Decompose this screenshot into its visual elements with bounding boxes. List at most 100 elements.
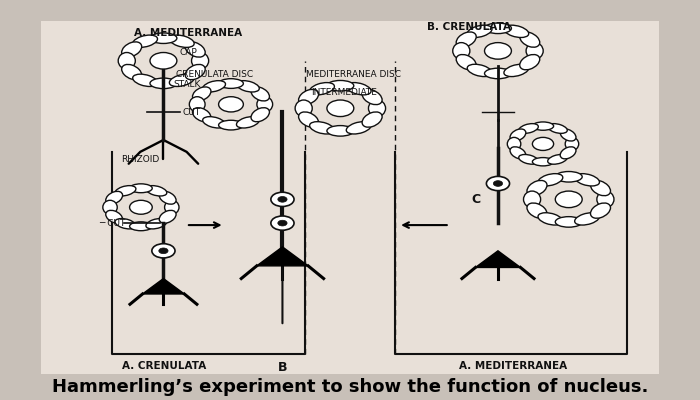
Ellipse shape bbox=[309, 122, 335, 134]
Circle shape bbox=[271, 216, 294, 230]
Text: CAP: CAP bbox=[179, 48, 197, 57]
Ellipse shape bbox=[146, 186, 167, 196]
Ellipse shape bbox=[565, 137, 579, 150]
Ellipse shape bbox=[106, 210, 122, 223]
Text: B: B bbox=[278, 361, 287, 374]
Circle shape bbox=[327, 100, 354, 116]
Text: A. MEDITERRANEA: A. MEDITERRANEA bbox=[134, 28, 243, 38]
Ellipse shape bbox=[519, 124, 538, 133]
Polygon shape bbox=[143, 278, 184, 294]
Ellipse shape bbox=[453, 43, 470, 59]
Ellipse shape bbox=[218, 79, 244, 88]
Ellipse shape bbox=[504, 25, 528, 38]
Ellipse shape bbox=[150, 33, 177, 44]
Ellipse shape bbox=[533, 122, 554, 130]
Ellipse shape bbox=[467, 64, 492, 76]
Ellipse shape bbox=[368, 100, 386, 116]
Ellipse shape bbox=[203, 81, 225, 92]
Circle shape bbox=[533, 137, 554, 150]
Ellipse shape bbox=[362, 112, 382, 127]
Polygon shape bbox=[475, 251, 521, 268]
Ellipse shape bbox=[519, 154, 538, 164]
Ellipse shape bbox=[299, 89, 318, 105]
Ellipse shape bbox=[164, 200, 179, 214]
Ellipse shape bbox=[362, 89, 382, 105]
Text: RHIZOID: RHIZOID bbox=[122, 155, 160, 164]
Ellipse shape bbox=[510, 147, 526, 159]
Ellipse shape bbox=[237, 81, 259, 92]
Circle shape bbox=[130, 200, 152, 214]
Ellipse shape bbox=[299, 112, 318, 127]
Ellipse shape bbox=[538, 213, 563, 225]
Ellipse shape bbox=[547, 124, 567, 133]
Ellipse shape bbox=[237, 117, 259, 128]
Ellipse shape bbox=[115, 186, 136, 196]
Ellipse shape bbox=[295, 100, 312, 116]
Polygon shape bbox=[257, 247, 308, 266]
Ellipse shape bbox=[106, 191, 122, 204]
Ellipse shape bbox=[519, 32, 540, 47]
Ellipse shape bbox=[508, 137, 521, 150]
Ellipse shape bbox=[327, 80, 354, 91]
Ellipse shape bbox=[538, 174, 563, 186]
Ellipse shape bbox=[560, 129, 576, 141]
Ellipse shape bbox=[169, 74, 194, 86]
Circle shape bbox=[278, 220, 287, 226]
Text: CUT: CUT bbox=[183, 108, 201, 117]
Ellipse shape bbox=[484, 68, 512, 79]
Ellipse shape bbox=[193, 87, 211, 101]
Ellipse shape bbox=[526, 43, 543, 59]
Ellipse shape bbox=[575, 213, 599, 225]
Ellipse shape bbox=[122, 64, 141, 80]
Circle shape bbox=[159, 248, 168, 254]
Ellipse shape bbox=[133, 74, 158, 86]
Ellipse shape bbox=[591, 203, 610, 218]
Ellipse shape bbox=[251, 108, 270, 122]
Ellipse shape bbox=[218, 120, 244, 130]
Ellipse shape bbox=[533, 158, 554, 166]
Ellipse shape bbox=[555, 217, 582, 227]
Text: INTERMEDIATE: INTERMEDIATE bbox=[312, 88, 377, 97]
Ellipse shape bbox=[133, 35, 158, 47]
Ellipse shape bbox=[560, 147, 576, 159]
Text: C: C bbox=[471, 193, 480, 206]
Ellipse shape bbox=[159, 210, 176, 223]
Ellipse shape bbox=[591, 180, 610, 196]
Text: ─ CUT: ─ CUT bbox=[99, 219, 125, 228]
Ellipse shape bbox=[504, 64, 528, 76]
Ellipse shape bbox=[130, 184, 152, 193]
Text: Hammerling’s experiment to show the function of nucleus.: Hammerling’s experiment to show the func… bbox=[52, 378, 648, 396]
Ellipse shape bbox=[192, 52, 209, 69]
Ellipse shape bbox=[189, 97, 205, 112]
Ellipse shape bbox=[169, 35, 194, 47]
Circle shape bbox=[278, 196, 287, 202]
Ellipse shape bbox=[159, 191, 176, 204]
Ellipse shape bbox=[484, 23, 512, 34]
Ellipse shape bbox=[456, 32, 476, 47]
Ellipse shape bbox=[115, 218, 136, 229]
Circle shape bbox=[150, 52, 177, 69]
Ellipse shape bbox=[519, 54, 540, 70]
Ellipse shape bbox=[467, 25, 492, 38]
Text: A. CRENULATA: A. CRENULATA bbox=[122, 361, 206, 371]
Circle shape bbox=[218, 97, 244, 112]
Ellipse shape bbox=[527, 180, 547, 196]
Ellipse shape bbox=[575, 174, 599, 186]
Ellipse shape bbox=[597, 191, 614, 208]
Circle shape bbox=[555, 191, 582, 208]
Ellipse shape bbox=[186, 42, 205, 57]
Ellipse shape bbox=[456, 54, 476, 70]
Ellipse shape bbox=[122, 42, 141, 57]
Text: B. CRENULATA: B. CRENULATA bbox=[427, 22, 511, 32]
Ellipse shape bbox=[186, 64, 205, 80]
Text: STALK: STALK bbox=[173, 80, 200, 89]
Ellipse shape bbox=[118, 52, 135, 69]
Ellipse shape bbox=[547, 154, 567, 164]
Text: A. MEDITERRANEA: A. MEDITERRANEA bbox=[459, 361, 568, 371]
Ellipse shape bbox=[527, 203, 547, 218]
Ellipse shape bbox=[193, 108, 211, 122]
Ellipse shape bbox=[251, 87, 270, 101]
Ellipse shape bbox=[555, 172, 582, 182]
Circle shape bbox=[271, 192, 294, 206]
Circle shape bbox=[486, 176, 510, 191]
